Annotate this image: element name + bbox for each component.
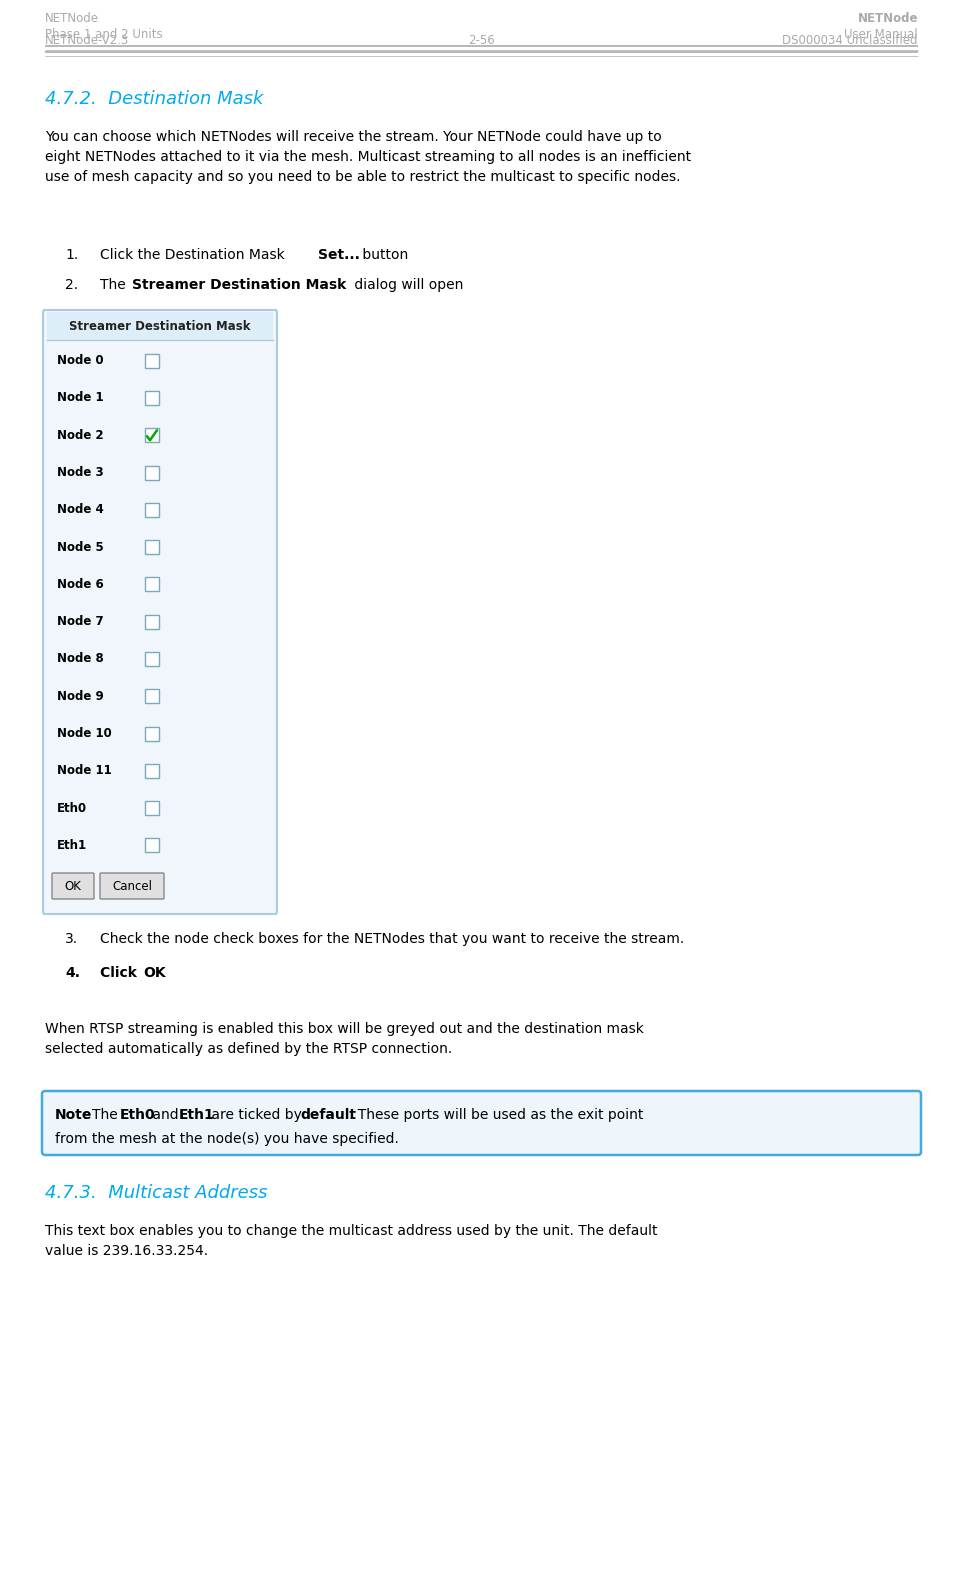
Text: Node 10: Node 10: [57, 728, 112, 740]
Text: Click the Destination Mask: Click the Destination Mask: [100, 247, 289, 261]
Text: When RTSP streaming is enabled this box will be greyed out and the destination m: When RTSP streaming is enabled this box …: [45, 1022, 644, 1057]
Text: The: The: [100, 279, 130, 291]
FancyBboxPatch shape: [43, 310, 277, 914]
Text: Streamer Destination Mask: Streamer Destination Mask: [69, 320, 250, 332]
Text: Check the node check boxes for the NETNodes that you want to receive the stream.: Check the node check boxes for the NETNo…: [100, 932, 685, 947]
Text: Node 1: Node 1: [57, 392, 104, 405]
Bar: [145, 391, 159, 405]
FancyBboxPatch shape: [52, 873, 94, 899]
Text: Note: Note: [55, 1107, 92, 1121]
Bar: [145, 690, 159, 702]
Text: Node 9: Node 9: [57, 690, 104, 702]
Text: DS000034 Unclassified: DS000034 Unclassified: [783, 35, 918, 47]
Text: NETNode: NETNode: [45, 13, 99, 25]
Text: Node 0: Node 0: [57, 354, 104, 367]
Text: Node 6: Node 6: [57, 578, 104, 591]
Text: 2.: 2.: [65, 279, 78, 291]
Bar: [145, 764, 159, 778]
Text: and: and: [148, 1107, 183, 1121]
Text: Eth1: Eth1: [57, 839, 87, 852]
Text: OK: OK: [65, 879, 82, 893]
Text: Node 3: Node 3: [57, 466, 104, 479]
Text: You can choose which NETNodes will receive the stream. Your NETNode could have u: You can choose which NETNodes will recei…: [45, 131, 691, 184]
Text: 3.: 3.: [65, 932, 78, 947]
Text: NETNode-V2.3: NETNode-V2.3: [45, 35, 129, 47]
Bar: [145, 838, 159, 852]
Bar: [145, 652, 159, 666]
Text: Phase 1 and 2 Units: Phase 1 and 2 Units: [45, 28, 163, 41]
Bar: [145, 802, 159, 816]
Bar: [145, 540, 159, 554]
FancyBboxPatch shape: [42, 1091, 921, 1154]
Text: Eth0: Eth0: [120, 1107, 156, 1121]
Bar: [145, 502, 159, 517]
Text: 2-56: 2-56: [468, 35, 495, 47]
Bar: [145, 614, 159, 628]
Text: Node 4: Node 4: [57, 504, 104, 517]
Text: 4.7.2.  Destination Mask: 4.7.2. Destination Mask: [45, 90, 263, 109]
Bar: [145, 428, 159, 443]
Text: Node 2: Node 2: [57, 428, 104, 441]
FancyBboxPatch shape: [100, 873, 164, 899]
Bar: [145, 726, 159, 740]
Text: button: button: [358, 247, 408, 261]
Text: Node 8: Node 8: [57, 652, 104, 665]
Bar: [145, 466, 159, 479]
Text: Eth1: Eth1: [179, 1107, 215, 1121]
Text: . These ports will be used as the exit point: . These ports will be used as the exit p…: [350, 1107, 643, 1121]
Bar: [145, 354, 159, 367]
Bar: [145, 578, 159, 591]
Text: NETNode: NETNode: [857, 13, 918, 25]
Text: dialog will open: dialog will open: [350, 279, 463, 291]
Text: 4.: 4.: [65, 965, 80, 980]
Text: 4.7.3.  Multicast Address: 4.7.3. Multicast Address: [45, 1184, 268, 1202]
Text: Node 5: Node 5: [57, 540, 104, 553]
Text: Click: Click: [100, 965, 142, 980]
Text: Streamer Destination Mask: Streamer Destination Mask: [132, 279, 347, 291]
Bar: [47, 312, 273, 340]
Text: Cancel: Cancel: [112, 879, 152, 893]
Text: from the mesh at the node(s) you have specified.: from the mesh at the node(s) you have sp…: [55, 1132, 399, 1147]
Text: OK: OK: [143, 965, 166, 980]
Text: are ticked by: are ticked by: [207, 1107, 306, 1121]
Text: Node 7: Node 7: [57, 616, 104, 628]
Text: Set...: Set...: [318, 247, 360, 261]
Text: This text box enables you to change the multicast address used by the unit. The : This text box enables you to change the …: [45, 1224, 658, 1258]
Text: Node 11: Node 11: [57, 764, 112, 778]
Text: Eth0: Eth0: [57, 802, 87, 814]
Text: default: default: [300, 1107, 356, 1121]
Text: : The: : The: [83, 1107, 122, 1121]
Text: 1.: 1.: [65, 247, 78, 261]
Text: User Manual: User Manual: [845, 28, 918, 41]
